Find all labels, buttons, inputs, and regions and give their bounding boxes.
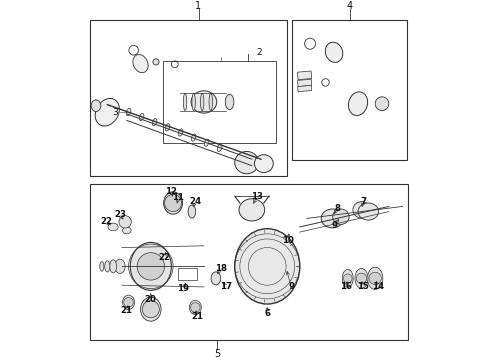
Ellipse shape [191,134,196,141]
Text: 13: 13 [251,192,263,201]
Text: 11: 11 [172,193,184,202]
Bar [297,71,312,80]
Text: 16: 16 [340,283,352,292]
Ellipse shape [165,124,170,131]
Ellipse shape [130,242,172,291]
Text: 9: 9 [331,221,337,230]
Text: 5: 5 [214,350,220,359]
Text: 15: 15 [357,283,369,292]
Text: 17: 17 [220,283,232,292]
Ellipse shape [358,203,379,220]
Ellipse shape [100,262,104,271]
Text: 3: 3 [112,108,118,117]
Text: 22: 22 [100,217,112,226]
Ellipse shape [188,205,196,218]
Text: 20: 20 [145,295,157,304]
Text: 19: 19 [177,284,189,293]
Ellipse shape [225,94,234,110]
Text: 7: 7 [360,197,366,206]
Ellipse shape [108,223,118,231]
Ellipse shape [353,202,370,218]
Ellipse shape [122,295,135,310]
Ellipse shape [183,93,187,111]
Ellipse shape [133,55,148,73]
Ellipse shape [235,229,300,304]
Text: 14: 14 [372,283,385,292]
Ellipse shape [164,192,182,214]
Text: 18: 18 [215,264,227,273]
Ellipse shape [218,144,222,152]
Ellipse shape [211,272,220,285]
Ellipse shape [153,59,159,65]
Bar [90,184,408,340]
Ellipse shape [368,267,383,289]
Bar [297,79,312,86]
Circle shape [142,301,159,318]
Ellipse shape [95,99,120,126]
Text: 9: 9 [288,283,294,292]
Text: 24: 24 [189,197,201,206]
Ellipse shape [178,129,183,136]
Ellipse shape [239,199,265,221]
Text: 23: 23 [114,211,126,220]
Ellipse shape [110,260,117,273]
Text: 12: 12 [165,186,177,195]
Ellipse shape [204,139,209,146]
Ellipse shape [355,269,368,288]
Ellipse shape [235,152,259,174]
Ellipse shape [325,42,343,62]
Ellipse shape [139,113,144,121]
Ellipse shape [321,209,343,228]
Circle shape [137,253,165,280]
Circle shape [119,216,131,228]
Ellipse shape [141,297,161,321]
Text: 8: 8 [335,204,341,213]
Bar [292,20,407,160]
Ellipse shape [126,108,131,116]
Ellipse shape [189,300,201,315]
Text: 10: 10 [282,236,294,245]
Circle shape [124,297,133,307]
Text: 21: 21 [121,306,133,315]
Text: 2: 2 [256,48,262,57]
Ellipse shape [333,209,349,224]
Text: 1: 1 [196,1,201,11]
Ellipse shape [200,93,204,111]
Ellipse shape [122,227,131,234]
Bar [178,268,197,280]
Circle shape [343,274,352,283]
Text: 4: 4 [346,1,353,11]
Ellipse shape [192,93,196,111]
Text: 22: 22 [158,253,171,262]
Ellipse shape [254,155,273,172]
Text: 21: 21 [191,312,203,321]
Ellipse shape [209,93,213,111]
Ellipse shape [191,91,217,113]
Ellipse shape [91,100,101,112]
Ellipse shape [348,92,368,116]
Circle shape [165,194,182,212]
Ellipse shape [115,259,125,274]
Ellipse shape [152,118,157,126]
Circle shape [356,273,367,284]
Ellipse shape [105,261,110,272]
Circle shape [369,272,381,284]
Ellipse shape [343,269,353,287]
Text: 6: 6 [264,309,270,318]
Circle shape [191,303,200,312]
Bar [90,20,287,176]
Circle shape [375,97,389,111]
Bar [163,61,276,143]
Bar [297,85,312,92]
